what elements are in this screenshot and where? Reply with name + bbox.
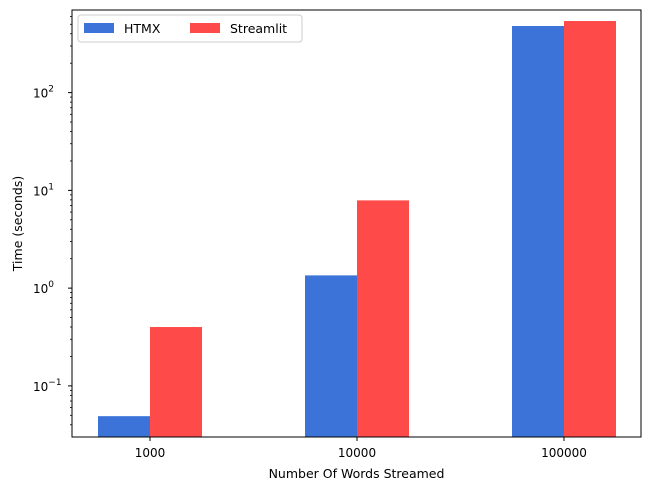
y-tick-label: 100	[33, 280, 54, 296]
bar-htmx-100000	[512, 26, 564, 438]
y-tick-label: 102	[33, 85, 54, 101]
bar-streamlit-100000	[564, 21, 616, 437]
legend-label-htmx: HTMX	[124, 21, 161, 36]
y-axis-label: Time (seconds)	[10, 176, 25, 272]
x-axis-ticks: 1000 10000 100000	[135, 437, 587, 460]
legend-swatch-streamlit	[190, 23, 220, 33]
y-tick-label: 101	[33, 182, 54, 198]
x-tick-label: 100000	[541, 446, 587, 460]
y-tick-label: 10−1	[33, 378, 62, 394]
bar-streamlit-1000	[150, 327, 202, 437]
x-axis-label: Number Of Words Streamed	[269, 466, 445, 481]
x-tick-label: 10000	[338, 446, 376, 460]
legend: HTMX Streamlit	[77, 14, 303, 43]
legend-label-streamlit: Streamlit	[230, 21, 287, 36]
x-tick-label: 1000	[135, 446, 166, 460]
y-axis-ticks: 10−1 100 101 102	[33, 16, 72, 426]
plot-frame	[71, 9, 642, 438]
legend-swatch-htmx	[84, 23, 114, 33]
bars-layer	[98, 21, 616, 438]
bar-streamlit-10000	[357, 200, 409, 437]
bar-htmx-1000	[98, 416, 150, 437]
bar-htmx-10000	[305, 275, 357, 437]
